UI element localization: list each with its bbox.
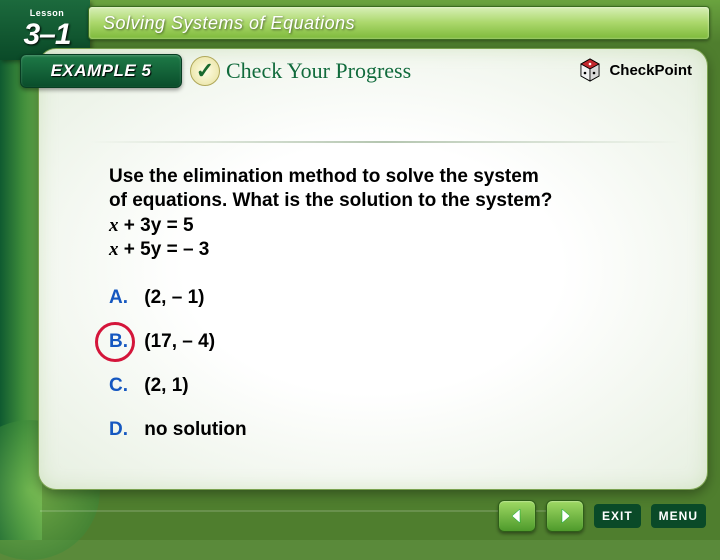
prev-button[interactable] <box>498 500 536 532</box>
example-badge: EXAMPLE 5 <box>20 54 182 88</box>
choice-b[interactable]: B. (17, – 4) <box>109 331 627 353</box>
lesson-label: Lesson <box>30 8 65 18</box>
checkpoint-suffix: Point <box>655 62 693 79</box>
title-bar: Solving Systems of Equations <box>88 6 710 40</box>
answer-choices: A. (2, – 1) B. (17, – 4) C. (2, 1) D. no… <box>109 287 627 441</box>
bottom-divider <box>40 510 550 512</box>
choice-a-text: (2, – 1) <box>144 287 204 308</box>
content-panel: Use the elimination method to solve the … <box>38 48 708 490</box>
example-badge-text: EXAMPLE 5 <box>51 61 152 81</box>
choice-c-letter: C. <box>109 375 139 397</box>
choice-d[interactable]: D. no solution <box>109 419 627 441</box>
equation-2: x + 5y = – 3 <box>109 239 627 261</box>
menu-button-label: MENU <box>659 509 698 523</box>
question-text: Use the elimination method to solve the … <box>109 165 627 213</box>
checkpoint-text: CheckPoint <box>609 62 692 79</box>
checkmark-icon: ✓ <box>190 56 220 86</box>
next-button[interactable] <box>546 500 584 532</box>
check-your-progress: ✓ Check Your Progress <box>190 56 411 86</box>
exit-button-label: EXIT <box>602 509 633 523</box>
choice-d-text: no solution <box>144 419 246 440</box>
nav-buttons: EXIT MENU <box>498 500 706 532</box>
slide-root: Lesson 3–1 Solving Systems of Equations … <box>0 0 720 540</box>
choice-b-text: (17, – 4) <box>144 331 215 352</box>
checkpoint-logo: CheckPoint <box>575 56 692 84</box>
header-separator <box>89 141 681 143</box>
checkpoint-prefix: Check <box>609 62 654 79</box>
menu-button[interactable]: MENU <box>651 504 706 528</box>
choice-d-letter: D. <box>109 419 139 441</box>
checkpoint-cube-icon <box>575 56 605 84</box>
equation-2-rest: + 5y = – 3 <box>119 239 210 260</box>
title-bar-text: Solving Systems of Equations <box>103 13 355 34</box>
chevron-right-icon <box>555 506 575 526</box>
choice-c-text: (2, 1) <box>144 375 188 396</box>
equation-2-var: x <box>109 239 119 260</box>
lesson-number: 3–1 <box>23 18 70 52</box>
choice-a[interactable]: A. (2, – 1) <box>109 287 627 309</box>
exit-button[interactable]: EXIT <box>594 504 641 528</box>
question-line2: of equations. What is the solution to th… <box>109 190 552 211</box>
equation-1-var: x <box>109 215 119 236</box>
choice-b-letter: B. <box>109 331 139 353</box>
chevron-left-icon <box>507 506 527 526</box>
question-line1: Use the elimination method to solve the … <box>109 166 539 187</box>
equation-1-rest: + 3y = 5 <box>119 215 194 236</box>
choice-c[interactable]: C. (2, 1) <box>109 375 627 397</box>
check-progress-text: Check Your Progress <box>226 58 411 84</box>
choice-a-letter: A. <box>109 287 139 309</box>
equation-1: x + 3y = 5 <box>109 215 627 237</box>
content-area: Use the elimination method to solve the … <box>109 165 627 463</box>
